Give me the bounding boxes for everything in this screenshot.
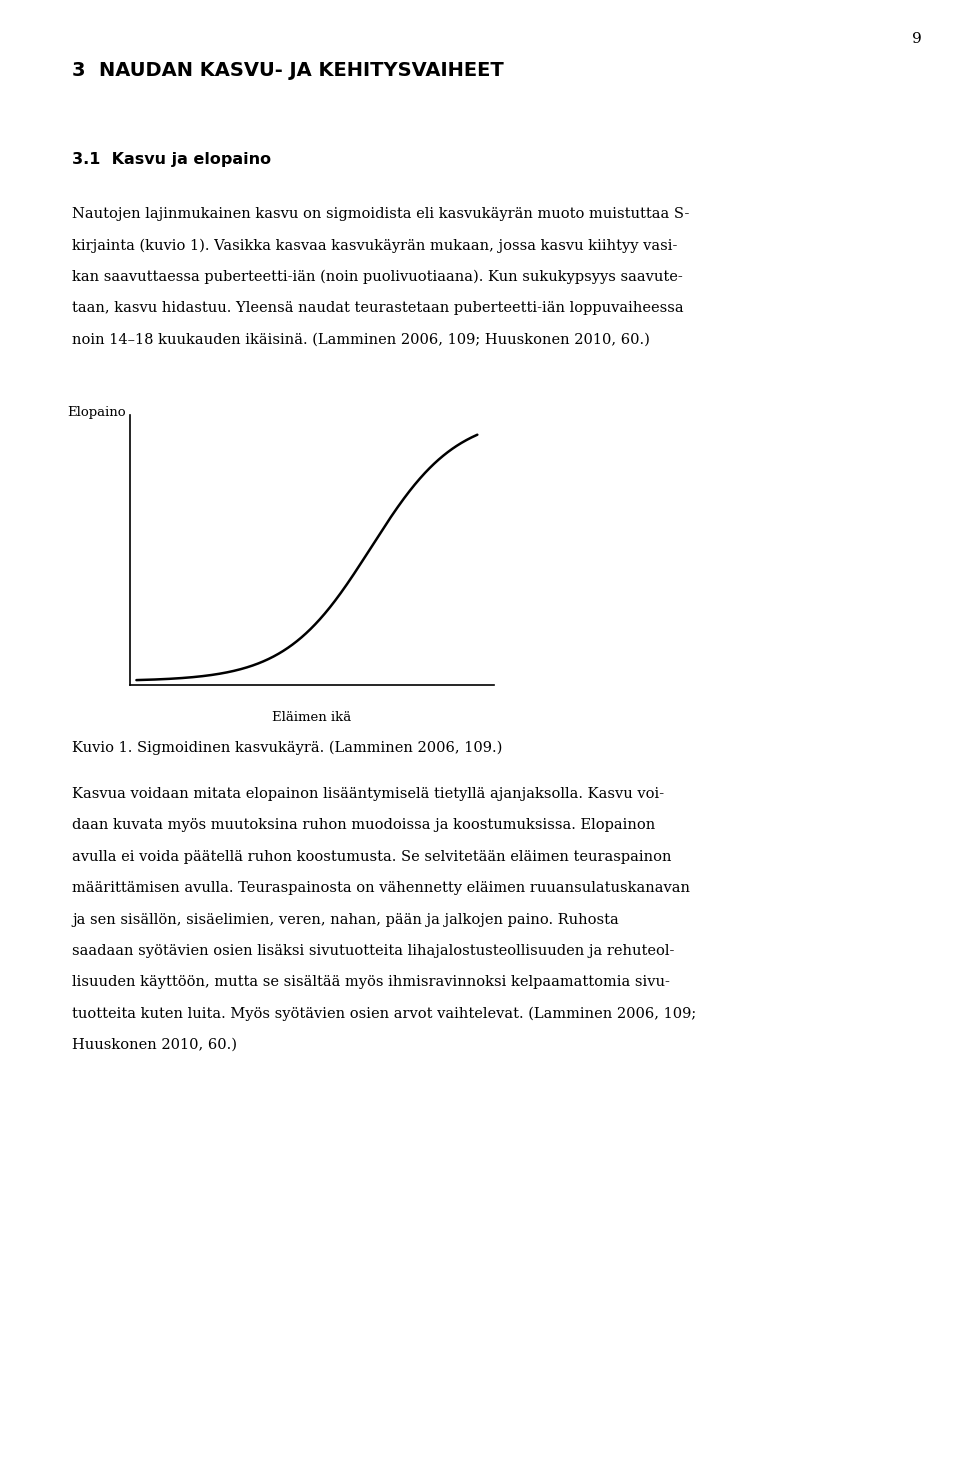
Text: 3.1  Kasvu ja elopaino: 3.1 Kasvu ja elopaino bbox=[72, 152, 271, 166]
Text: ja sen sisällön, sisäelimien, veren, nahan, pään ja jalkojen paino. Ruhosta: ja sen sisällön, sisäelimien, veren, nah… bbox=[72, 913, 619, 926]
Text: Eläimen ikä: Eläimen ikä bbox=[273, 712, 351, 724]
Text: daan kuvata myös muutoksina ruhon muodoissa ja koostumuksissa. Elopainon: daan kuvata myös muutoksina ruhon muodoi… bbox=[72, 818, 656, 833]
Text: saadaan syötävien osien lisäksi sivutuotteita lihajalostusteollisuuden ja rehute: saadaan syötävien osien lisäksi sivutuot… bbox=[72, 944, 674, 959]
Text: Elopaino: Elopaino bbox=[67, 406, 126, 419]
Text: lisuuden käyttöön, mutta se sisältää myös ihmisravinnoksi kelpaamattomia sivu-: lisuuden käyttöön, mutta se sisältää myö… bbox=[72, 976, 670, 989]
Text: kan saavuttaessa puberteetti-iän (noin puolivuotiaana). Kun sukukypsyys saavute-: kan saavuttaessa puberteetti-iän (noin p… bbox=[72, 270, 683, 285]
Text: tuotteita kuten luita. Myös syötävien osien arvot vaihtelevat. (Lamminen 2006, 1: tuotteita kuten luita. Myös syötävien os… bbox=[72, 1007, 696, 1021]
Text: avulla ei voida päätellä ruhon koostumusta. Se selvitetään eläimen teuraspainon: avulla ei voida päätellä ruhon koostumus… bbox=[72, 849, 671, 864]
Text: Huuskonen 2010, 60.): Huuskonen 2010, 60.) bbox=[72, 1039, 237, 1052]
Text: Kuvio 1. Sigmoidinen kasvukäyrä. (Lamminen 2006, 109.): Kuvio 1. Sigmoidinen kasvukäyrä. (Lammin… bbox=[72, 740, 502, 754]
Text: noin 14–18 kuukauden ikäisinä. (Lamminen 2006, 109; Huuskonen 2010, 60.): noin 14–18 kuukauden ikäisinä. (Lamminen… bbox=[72, 333, 650, 347]
Text: kirjainta (kuvio 1). Vasikka kasvaa kasvukäyrän mukaan, jossa kasvu kiihtyy vasi: kirjainta (kuvio 1). Vasikka kasvaa kasv… bbox=[72, 239, 678, 252]
Text: taan, kasvu hidastuu. Yleensä naudat teurastetaan puberteetti-iän loppuvaiheessa: taan, kasvu hidastuu. Yleensä naudat teu… bbox=[72, 301, 684, 315]
Text: 3  NAUDAN KASVU- JA KEHITYSVAIHEET: 3 NAUDAN KASVU- JA KEHITYSVAIHEET bbox=[72, 61, 504, 80]
Text: Kasvua voidaan mitata elopainon lisääntymiselä tietyllä ajanjaksolla. Kasvu voi-: Kasvua voidaan mitata elopainon lisäänty… bbox=[72, 788, 664, 801]
Text: Nautojen lajinmukainen kasvu on sigmoidista eli kasvukäyrän muoto muistuttaa S-: Nautojen lajinmukainen kasvu on sigmoidi… bbox=[72, 207, 689, 222]
Text: 9: 9 bbox=[912, 32, 922, 47]
Text: määrittämisen avulla. Teuraspainosta on vähennetty eläimen ruuansulatuskanavan: määrittämisen avulla. Teuraspainosta on … bbox=[72, 881, 690, 896]
